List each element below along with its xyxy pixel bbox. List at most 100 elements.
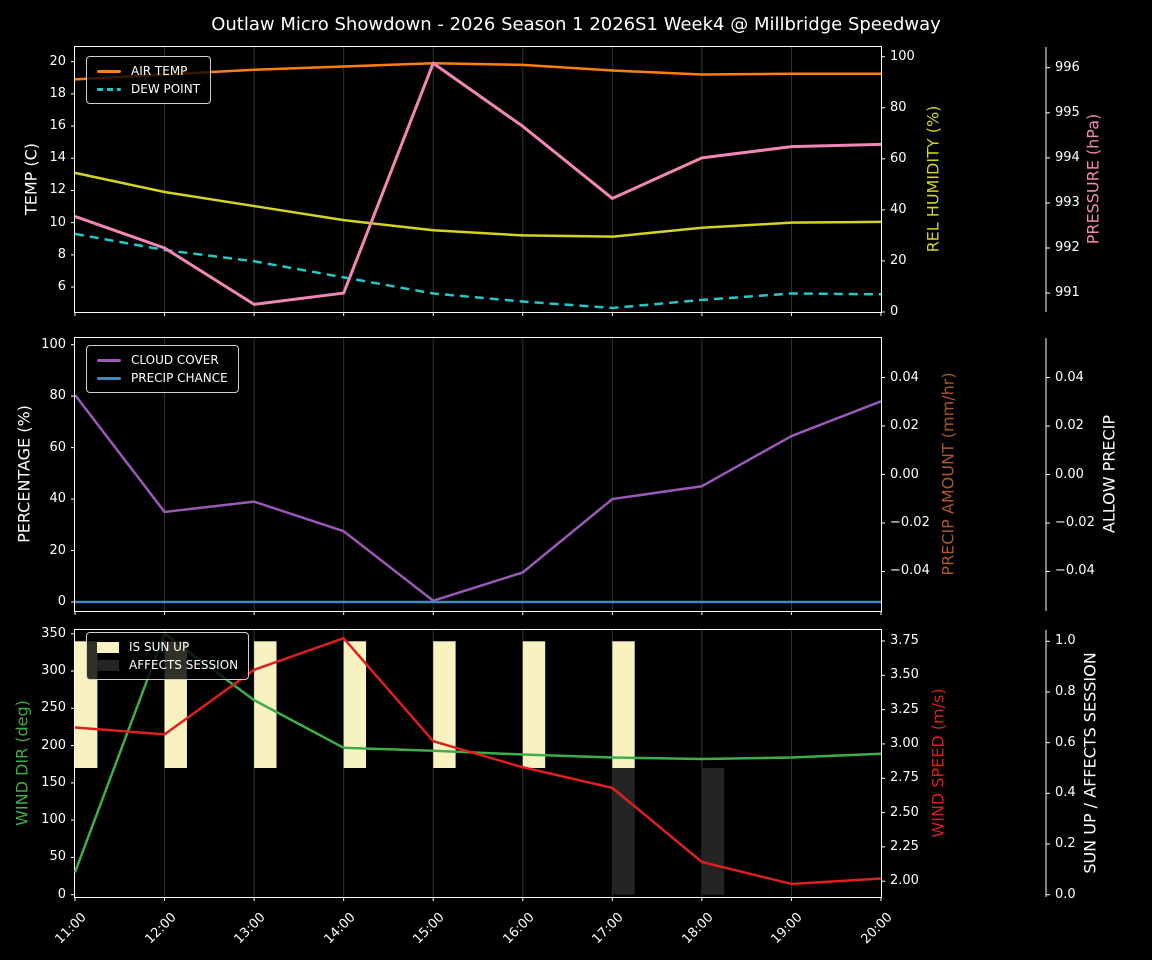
y-tick-label-allow: 0.04 bbox=[1055, 369, 1084, 385]
y-tick-label-precip: −0.04 bbox=[890, 563, 930, 579]
affects-session-bar-swatch-icon bbox=[97, 659, 119, 671]
legend-item-air-temp: AIR TEMP bbox=[97, 62, 200, 80]
y-tick-label-speed: 2.00 bbox=[890, 873, 919, 889]
x-tick-label: 18:00 bbox=[679, 910, 717, 948]
y-tick-label-dir: 0 bbox=[57, 886, 66, 902]
y-tick-label-precip: 0.04 bbox=[890, 369, 919, 385]
y-tick-label-speed: 2.75 bbox=[890, 770, 919, 786]
y-tick-label-sunup: 1.0 bbox=[1055, 633, 1076, 649]
y-tick-label-dir: 350 bbox=[41, 625, 66, 641]
y-tick-label-speed: 2.50 bbox=[890, 804, 919, 820]
legend-label-precip-chance: PRECIP CHANCE bbox=[131, 371, 228, 385]
y-tick-label-dir: 250 bbox=[41, 700, 66, 716]
wind-plot-legend: IS SUN UP AFFECTS SESSION bbox=[86, 632, 250, 680]
y-tick-label-temp: 12 bbox=[49, 182, 66, 198]
y-tick-label-allow: −0.04 bbox=[1055, 563, 1095, 579]
y-tick-label-pressure: 991 bbox=[1055, 285, 1080, 301]
y-tick-label-humidity: 60 bbox=[890, 150, 907, 166]
legend-item-cloud-cover: CLOUD COVER bbox=[97, 351, 228, 369]
y-tick-label-allow: 0.02 bbox=[1055, 418, 1084, 433]
y-tick-label-dir: 150 bbox=[41, 774, 66, 790]
y-tick-label-pressure: 994 bbox=[1055, 149, 1080, 165]
y-tick-label-sunup: 0.4 bbox=[1055, 785, 1076, 801]
y-axis-label-humidity: REL HUMIDITY (%) bbox=[923, 105, 943, 253]
y-tick-label-humidity: 0 bbox=[890, 304, 899, 319]
x-tick-label: 19:00 bbox=[768, 910, 807, 948]
y-tick-label-precip: 0.00 bbox=[890, 466, 919, 482]
y-tick-label-speed: 2.25 bbox=[890, 838, 919, 854]
is-sun-up-bar-swatch-icon bbox=[97, 641, 119, 653]
y-tick-label-temp: 20 bbox=[49, 53, 66, 69]
legend-label-air-temp: AIR TEMP bbox=[131, 64, 188, 78]
y-tick-label-pct: 60 bbox=[49, 439, 66, 455]
wind-sun-plot bbox=[71, 629, 1050, 901]
temp-plot-legend: AIR TEMP DEW POINT bbox=[86, 56, 212, 104]
figure-title: Outlaw Micro Showdown - 2026 Season 1 20… bbox=[211, 14, 941, 35]
temp-plot-canvas bbox=[71, 47, 1050, 316]
wind-plot-canvas bbox=[71, 630, 1050, 901]
y-tick-label-speed: 3.75 bbox=[890, 632, 919, 648]
legend-item-dew-point: DEW POINT bbox=[97, 80, 200, 98]
y-tick-label-dir: 300 bbox=[41, 663, 66, 678]
legend-label-dew-point: DEW POINT bbox=[131, 82, 201, 96]
legend-item-is-sun-up: IS SUN UP bbox=[97, 638, 238, 656]
legend-item-precip-chance: PRECIP CHANCE bbox=[97, 369, 228, 387]
y-tick-label-temp: 6 bbox=[57, 279, 66, 295]
legend-label-is-sun-up: IS SUN UP bbox=[129, 640, 190, 654]
y-tick-label-temp: 14 bbox=[49, 150, 66, 166]
cloud-plot-legend: CLOUD COVER PRECIP CHANCE bbox=[86, 345, 239, 393]
y-tick-label-temp: 18 bbox=[49, 85, 66, 101]
y-tick-label-humidity: 40 bbox=[890, 201, 907, 217]
y-tick-label-precip: 0.02 bbox=[890, 418, 919, 433]
precip-chance-line-swatch-icon bbox=[97, 376, 121, 380]
y-tick-label-pct: 80 bbox=[49, 388, 66, 404]
x-tick-label: 17:00 bbox=[589, 910, 627, 948]
y-tick-label-speed: 3.25 bbox=[890, 701, 919, 717]
x-tick-label: 16:00 bbox=[500, 910, 538, 948]
y-tick-label-pressure: 996 bbox=[1055, 59, 1080, 75]
x-tick-label: 11:00 bbox=[52, 910, 90, 948]
legend-label-cloud-cover: CLOUD COVER bbox=[131, 353, 219, 367]
y-tick-label-sunup: 0.6 bbox=[1055, 734, 1076, 750]
y-tick-label-sunup: 0.2 bbox=[1055, 836, 1076, 851]
y-tick-label-speed: 3.00 bbox=[890, 735, 919, 751]
y-tick-label-humidity: 80 bbox=[890, 99, 907, 115]
y-axis-label-percentage: PERCENTAGE (%) bbox=[14, 405, 34, 543]
y-tick-label-temp: 10 bbox=[49, 214, 66, 230]
y-tick-label-humidity: 20 bbox=[890, 252, 907, 268]
y-tick-label-pressure: 995 bbox=[1055, 104, 1080, 120]
x-tick-label: 20:00 bbox=[858, 910, 896, 948]
y-tick-label-pct: 40 bbox=[49, 491, 66, 507]
y-tick-label-sunup: 0.8 bbox=[1055, 683, 1076, 699]
y-tick-label-allow: 0.00 bbox=[1055, 466, 1084, 482]
y-tick-label-sunup: 0.0 bbox=[1055, 886, 1076, 902]
air-temp-line-swatch-icon bbox=[97, 69, 121, 73]
y-tick-label-speed: 3.50 bbox=[890, 667, 919, 683]
y-axis-label-pressure: PRESSURE (hPa) bbox=[1083, 113, 1103, 245]
y-tick-label-temp: 8 bbox=[57, 246, 66, 262]
x-tick-label: 13:00 bbox=[231, 910, 269, 948]
x-tick-label: 12:00 bbox=[142, 910, 180, 948]
y-tick-label-precip: −0.02 bbox=[890, 514, 930, 530]
cloud-precip-plot bbox=[71, 337, 1050, 615]
x-tick-label: 15:00 bbox=[410, 910, 448, 948]
y-tick-label-dir: 100 bbox=[41, 812, 66, 828]
y-tick-label-pressure: 993 bbox=[1055, 194, 1080, 210]
y-tick-label-pct: 100 bbox=[41, 336, 66, 352]
y-tick-label-allow: −0.02 bbox=[1055, 514, 1095, 530]
y-tick-label-dir: 50 bbox=[49, 849, 66, 865]
cloud-cover-line-swatch-icon bbox=[97, 358, 121, 362]
y-tick-label-pct: 0 bbox=[57, 593, 66, 609]
x-tick-label: 14:00 bbox=[321, 910, 359, 948]
y-tick-label-temp: 16 bbox=[49, 118, 66, 134]
temp-humidity-pressure-plot bbox=[71, 46, 1050, 316]
y-axis-label-wind-dir: WIND DIR (deg) bbox=[12, 700, 32, 826]
y-tick-label-dir: 200 bbox=[41, 737, 66, 753]
y-tick-label-pressure: 992 bbox=[1055, 240, 1080, 255]
y-tick-label-humidity: 100 bbox=[890, 48, 915, 64]
legend-item-affects-session: AFFECTS SESSION bbox=[97, 656, 238, 674]
legend-label-affects-session: AFFECTS SESSION bbox=[129, 658, 239, 672]
y-tick-label-pct: 20 bbox=[49, 542, 66, 558]
dew-point-line-swatch-icon bbox=[97, 87, 121, 91]
